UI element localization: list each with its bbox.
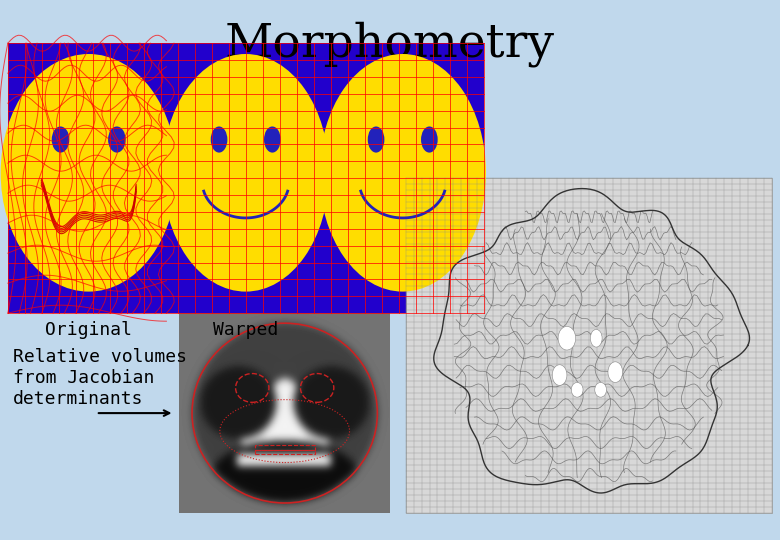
Ellipse shape [595, 382, 607, 397]
Ellipse shape [320, 54, 486, 292]
Ellipse shape [558, 327, 576, 350]
Text: Relative volumes
from Jacobian
determinants: Relative volumes from Jacobian determina… [12, 348, 186, 408]
Ellipse shape [51, 126, 69, 153]
Text: Warped: Warped [213, 321, 278, 339]
Ellipse shape [590, 329, 602, 347]
Ellipse shape [552, 364, 567, 386]
Ellipse shape [571, 382, 583, 397]
Ellipse shape [608, 362, 622, 382]
Ellipse shape [1, 54, 177, 292]
Bar [8, 43, 484, 313]
Text: Morphometry: Morphometry [225, 22, 555, 68]
Ellipse shape [264, 126, 281, 153]
Ellipse shape [108, 126, 126, 153]
Ellipse shape [421, 126, 438, 153]
Ellipse shape [211, 126, 228, 153]
Bar [406, 178, 772, 513]
Text: Original: Original [45, 321, 132, 339]
Ellipse shape [367, 126, 385, 153]
Ellipse shape [162, 54, 329, 292]
